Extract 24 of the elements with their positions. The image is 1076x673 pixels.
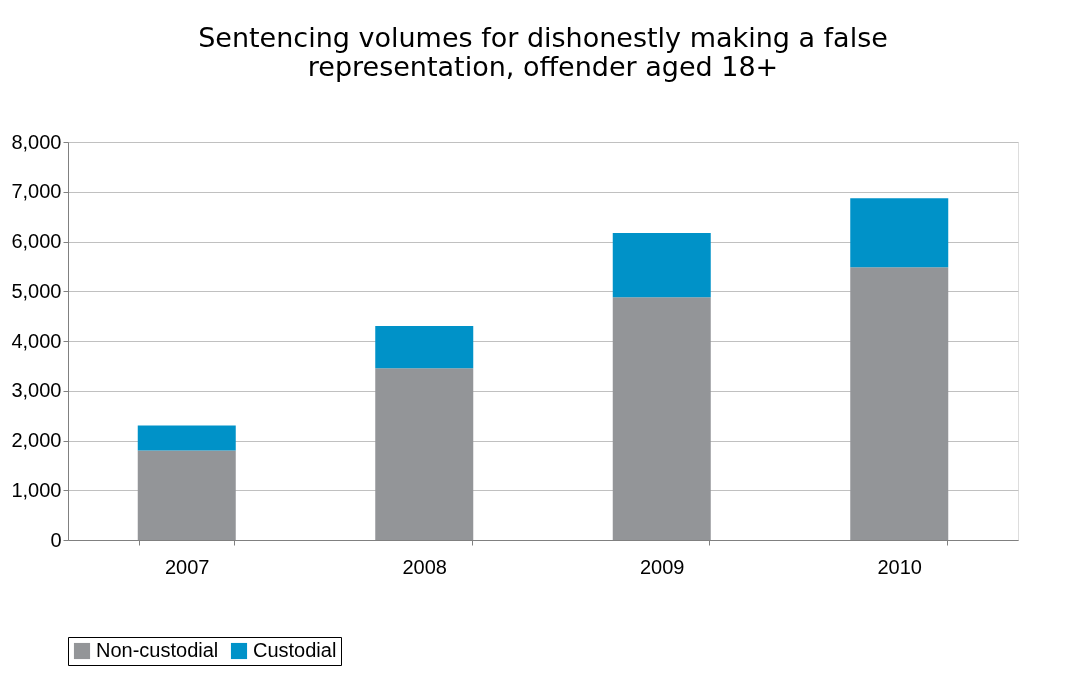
bar xyxy=(137,425,236,451)
bar xyxy=(375,326,474,369)
y-tick-label: 0 xyxy=(50,528,62,551)
text: Sentencing volumes for dishonestly making a false xyxy=(198,22,888,53)
y-tick-label: 2,000 xyxy=(11,429,62,451)
y-tick-label: 6,000 xyxy=(11,230,62,252)
y-tick-label: 1,000 xyxy=(11,478,62,501)
bar xyxy=(375,368,474,540)
y-tick-label: 7,000 xyxy=(11,180,62,203)
legend-label: Non-custodial xyxy=(96,639,219,661)
y-tick-label: 3,000 xyxy=(11,379,62,402)
x-tick-label: 2010 xyxy=(877,555,922,578)
x-tick-label: 2009 xyxy=(640,555,685,578)
x-tick-label: 2007 xyxy=(165,555,210,578)
y-tick-label: 4,000 xyxy=(11,329,62,352)
bar xyxy=(612,297,711,540)
bar xyxy=(137,450,236,540)
bar xyxy=(850,267,949,540)
y-tick-label: 5,000 xyxy=(11,279,62,302)
legend-label: Custodial xyxy=(253,639,337,661)
x-tick-label: 2008 xyxy=(402,555,447,578)
y-tick-label: 8,000 xyxy=(11,130,62,153)
bar xyxy=(612,233,711,298)
bar xyxy=(850,198,949,268)
